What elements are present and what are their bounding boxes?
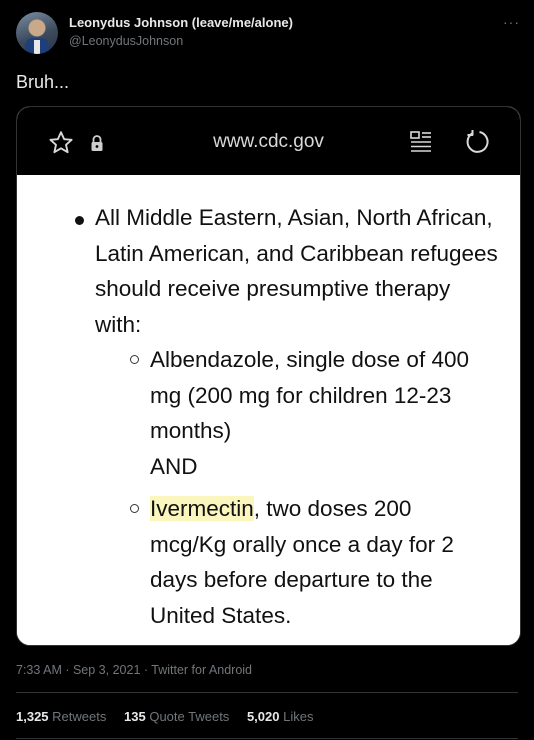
sub2-line: days before departure to the bbox=[150, 567, 433, 592]
divider bbox=[16, 738, 518, 739]
author-handle[interactable]: @LeonydusJohnson bbox=[69, 34, 184, 48]
tweet-timestamp[interactable]: 7:33 AM · Sep 3, 2021 · Twitter for Andr… bbox=[16, 663, 253, 677]
avatar[interactable] bbox=[16, 12, 58, 54]
sub1-line: mg (200 mg for children 12-23 bbox=[150, 382, 452, 408]
likes-label: Likes bbox=[283, 709, 314, 724]
sub-bullet-dot bbox=[130, 504, 139, 513]
url-text: www.cdc.gov bbox=[213, 131, 324, 152]
quote-tweets-stat[interactable]: 135 Quote Tweets bbox=[124, 709, 229, 724]
sub1-line: months) bbox=[150, 418, 232, 443]
divider bbox=[16, 692, 518, 693]
quotes-label: Quote Tweets bbox=[149, 709, 230, 724]
reload-icon bbox=[466, 130, 489, 153]
highlighted-word: Ivermectin bbox=[150, 496, 254, 521]
lock-icon bbox=[91, 135, 103, 151]
reader-mode-icon bbox=[410, 131, 431, 152]
sub1-line: AND bbox=[150, 453, 198, 479]
sub2-line: United States. bbox=[150, 602, 292, 628]
sub-bullet-albendazole: Albendazole, single dose of 400 mg (200 … bbox=[150, 342, 510, 484]
retweets-label: Retweets bbox=[52, 709, 107, 724]
sub1-line: Albendazole, single dose of 400 bbox=[150, 347, 469, 372]
sub-bullet-dot bbox=[130, 355, 139, 364]
tweet-image[interactable]: www.cdc.gov All Middle Eastern, Asian, N… bbox=[16, 106, 521, 646]
browser-bar: www.cdc.gov bbox=[17, 107, 520, 175]
likes-stat[interactable]: 5,020 Likes bbox=[247, 709, 314, 724]
tweet-text: Bruh... bbox=[16, 72, 70, 92]
author-name[interactable]: Leonydus Johnson (leave/me/alone) bbox=[69, 15, 293, 30]
retweets-stat[interactable]: 1,325 Retweets bbox=[16, 709, 106, 724]
retweets-count: 1,325 bbox=[16, 709, 49, 724]
sub2-line: mcg/Kg orally once a day for 2 bbox=[150, 531, 454, 557]
sub2-rest: , two doses 200 bbox=[253, 496, 412, 521]
cdc-page-content: All Middle Eastern, Asian, North African… bbox=[17, 175, 520, 645]
sub-bullet-ivermectin: Ivermectin, two doses 200 mcg/Kg orally … bbox=[150, 491, 510, 633]
engagement-stats: 1,325 Retweets 135 Quote Tweets 5,020 Li… bbox=[16, 709, 327, 724]
star-icon bbox=[49, 131, 73, 154]
bullet-dot bbox=[75, 216, 84, 225]
tweet-header: Leonydus Johnson (leave/me/alone) @Leony… bbox=[16, 12, 522, 56]
quotes-count: 135 bbox=[124, 709, 146, 724]
main-bullet-text: All Middle Eastern, Asian, North African… bbox=[95, 205, 498, 337]
more-options-icon[interactable]: ··· bbox=[503, 14, 520, 30]
likes-count: 5,020 bbox=[246, 709, 280, 724]
